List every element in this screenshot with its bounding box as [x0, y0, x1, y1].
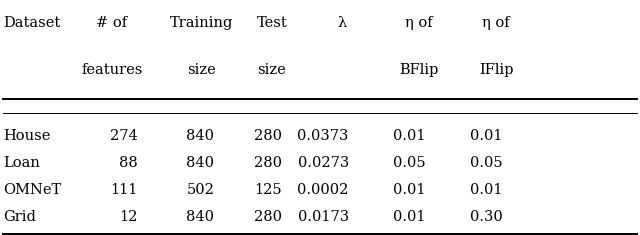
Text: 280: 280: [253, 156, 282, 170]
Text: 0.30: 0.30: [470, 210, 502, 224]
Text: 280: 280: [253, 210, 282, 224]
Text: size: size: [188, 63, 216, 78]
Text: 274: 274: [110, 129, 138, 143]
Text: House: House: [3, 129, 51, 143]
Text: 0.0173: 0.0173: [298, 210, 349, 224]
Text: 502: 502: [186, 183, 214, 197]
Text: 125: 125: [254, 183, 282, 197]
Text: features: features: [81, 63, 143, 78]
Text: 0.05: 0.05: [393, 156, 426, 170]
Text: Test: Test: [257, 16, 287, 31]
Text: 840: 840: [186, 210, 214, 224]
Text: 0.01: 0.01: [393, 129, 426, 143]
Text: 0.0373: 0.0373: [298, 129, 349, 143]
Text: 12: 12: [119, 210, 138, 224]
Text: OMNeT: OMNeT: [3, 183, 61, 197]
Text: λ: λ: [338, 16, 347, 31]
Text: Loan: Loan: [3, 156, 40, 170]
Text: η of: η of: [482, 16, 510, 31]
Text: 0.01: 0.01: [393, 210, 426, 224]
Text: 840: 840: [186, 129, 214, 143]
Text: 840: 840: [186, 156, 214, 170]
Text: 0.0002: 0.0002: [298, 183, 349, 197]
Text: IFlip: IFlip: [479, 63, 513, 78]
Text: BFlip: BFlip: [399, 63, 439, 78]
Text: 0.05: 0.05: [470, 156, 502, 170]
Text: size: size: [258, 63, 286, 78]
Text: Dataset: Dataset: [3, 16, 60, 31]
Text: 0.01: 0.01: [470, 129, 502, 143]
Text: 280: 280: [253, 129, 282, 143]
Text: 88: 88: [119, 156, 138, 170]
Text: 111: 111: [110, 183, 138, 197]
Text: η of: η of: [405, 16, 433, 31]
Text: Grid: Grid: [3, 210, 36, 224]
Text: 0.01: 0.01: [393, 183, 426, 197]
Text: 0.0273: 0.0273: [298, 156, 349, 170]
Text: Training: Training: [170, 16, 234, 31]
Text: # of: # of: [97, 16, 127, 31]
Text: 0.01: 0.01: [470, 183, 502, 197]
